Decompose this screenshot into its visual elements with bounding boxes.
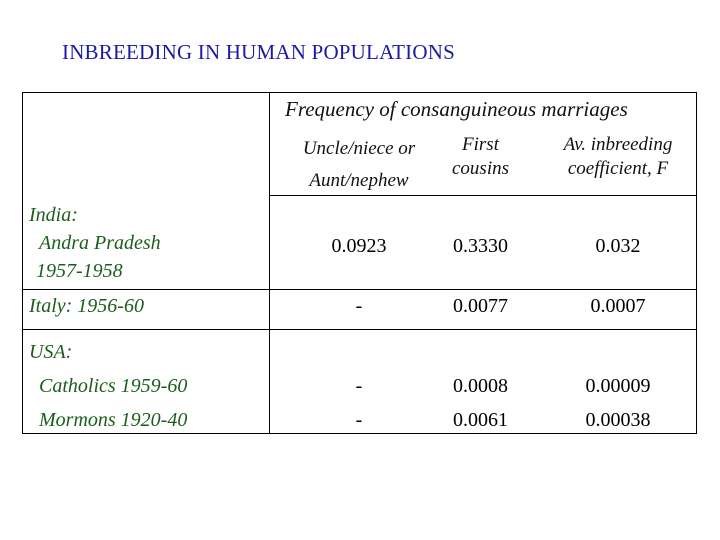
row-label-india: India: Andra Pradesh 1957-1958	[29, 204, 161, 282]
cell-india-coefficient: 0.032	[595, 235, 641, 257]
cell-india-first-cousins: 0.3330	[453, 235, 508, 257]
row-label-italy: Italy: 1956-60	[29, 295, 144, 317]
column-header-inbreeding-coefficient: Av. inbreeding coefficient, F	[563, 134, 673, 179]
cell-italy-first-cousins: 0.0077	[453, 295, 508, 317]
cell-italy-uncle-niece: -	[355, 295, 363, 317]
cell-usa-first-cousins: 0.0008 0.0061	[453, 375, 508, 431]
cell-usa-coefficient: 0.00009 0.00038	[585, 375, 651, 431]
group-header: Frequency of consanguineous marriages	[285, 97, 628, 121]
inbreeding-table: Frequency of consanguineous marriages Un…	[22, 92, 697, 434]
cell-india-uncle-niece: 0.0923	[331, 235, 387, 257]
table-divider-vertical	[269, 93, 270, 433]
table-divider-header	[269, 195, 696, 196]
column-header-uncle-niece: Uncle/niece or Aunt/nephew	[302, 138, 416, 191]
cell-usa-uncle-niece: - -	[355, 375, 363, 431]
row-label-usa: USA: Catholics 1959-60 Mormons 1920-40	[29, 341, 188, 431]
column-header-first-cousins: First cousins	[452, 134, 509, 179]
cell-italy-coefficient: 0.0007	[590, 295, 646, 317]
page-title: INBREEDING IN HUMAN POPULATIONS	[62, 40, 455, 64]
table-divider-row-1	[23, 289, 696, 290]
table-divider-row-2	[23, 329, 696, 330]
